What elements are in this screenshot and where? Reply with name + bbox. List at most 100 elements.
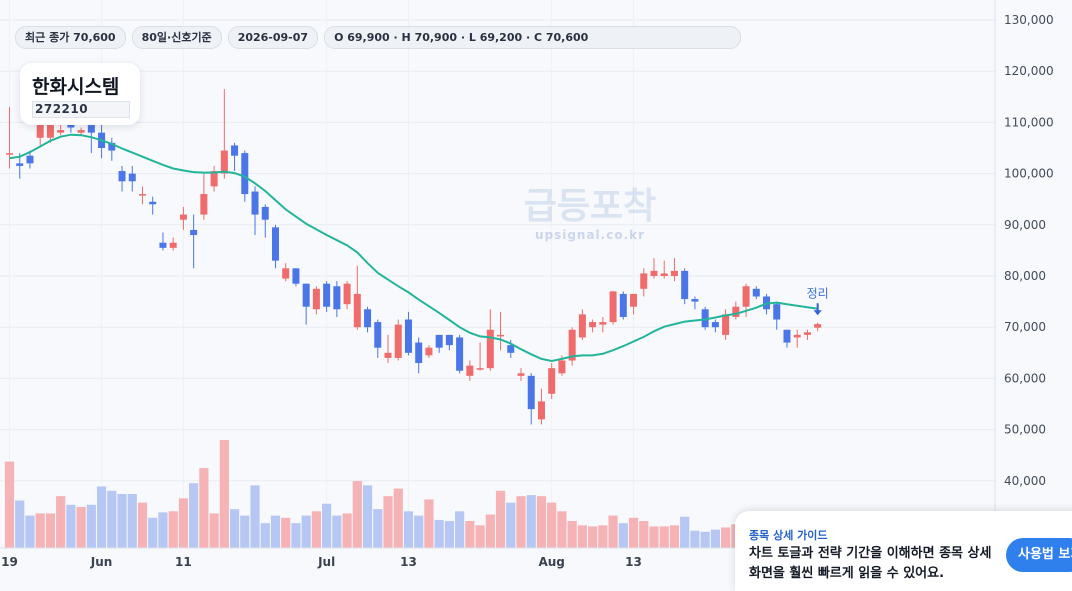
volume-bar xyxy=(301,515,311,548)
volume-bar xyxy=(393,488,403,548)
volume-bar xyxy=(659,526,669,548)
volume-bar xyxy=(250,485,260,548)
candle-body xyxy=(497,334,505,337)
candle-body xyxy=(681,270,689,300)
price-chart[interactable]: 130,000 120,000 110,000 100,000 90,000 80,000… xyxy=(0,0,1072,579)
candle-body xyxy=(425,347,433,356)
candle-body xyxy=(435,334,443,348)
volume-bar xyxy=(362,485,373,548)
y-tick-label: 100,000 xyxy=(1004,167,1054,181)
volume-bar xyxy=(690,530,700,548)
candle-body xyxy=(251,191,259,215)
candle-body xyxy=(323,283,331,307)
candle-body xyxy=(711,322,719,328)
candle-body xyxy=(169,242,177,248)
volume-bar xyxy=(434,519,444,548)
guide-button[interactable]: 사용법 보기 xyxy=(1006,538,1072,572)
candle-body xyxy=(578,314,586,338)
candle-body xyxy=(752,288,760,297)
candle-body xyxy=(159,242,167,248)
volume-bar xyxy=(35,513,45,548)
x-tick-label: Jun xyxy=(90,555,113,569)
candle-body xyxy=(108,142,116,151)
volume-bar xyxy=(229,509,240,548)
volume-bar xyxy=(342,513,352,548)
candle-body xyxy=(292,268,300,284)
x-tick-label: 19 xyxy=(1,555,18,569)
x-tick-label: Jul xyxy=(317,555,335,569)
volume-bar xyxy=(557,511,567,548)
y-tick-label: 90,000 xyxy=(1004,218,1046,232)
volume-bar xyxy=(270,515,281,548)
candle-body xyxy=(343,283,351,305)
volume-bar xyxy=(291,523,301,548)
volume-bar xyxy=(4,461,15,548)
volume-bar xyxy=(56,496,66,548)
volume-bar xyxy=(209,513,219,548)
volume-bar xyxy=(86,504,96,548)
candle-body xyxy=(353,293,361,328)
volume-bar xyxy=(475,525,485,548)
volume-bar xyxy=(588,526,598,548)
candle-body xyxy=(589,322,597,328)
candle-body xyxy=(394,324,402,358)
y-tick-label: 110,000 xyxy=(1004,115,1054,129)
volume-bar xyxy=(424,499,434,548)
volume-bar xyxy=(485,514,495,548)
volume-bar xyxy=(536,496,547,548)
candle-body xyxy=(640,273,648,289)
candle-body xyxy=(548,368,556,394)
volume-bar xyxy=(281,517,291,548)
candle-body xyxy=(742,286,750,307)
candle-body xyxy=(200,194,208,215)
candle-body xyxy=(415,342,423,364)
candle-body xyxy=(670,270,678,276)
volume-bar xyxy=(178,498,189,548)
volume-bar xyxy=(680,516,690,548)
candle-body xyxy=(456,337,464,371)
volume-bar xyxy=(383,496,393,548)
candle-body xyxy=(77,130,85,133)
volume-bar xyxy=(577,525,587,548)
candle-body xyxy=(46,124,54,138)
candle-body xyxy=(722,314,730,335)
volume-bar xyxy=(189,483,199,548)
candle-body xyxy=(568,329,576,361)
y-tick-label: 60,000 xyxy=(1004,371,1046,385)
volume-bar xyxy=(66,504,76,548)
candle-body xyxy=(6,153,13,155)
volume-bar xyxy=(455,511,465,548)
candle-body xyxy=(609,291,617,323)
candle-body xyxy=(26,155,34,164)
volume-bar xyxy=(15,500,25,548)
candle-body xyxy=(220,150,228,174)
candle-body xyxy=(374,322,382,348)
annotation-label: 정리 xyxy=(807,286,829,300)
volume-bar xyxy=(373,509,383,548)
y-tick-label: 70,000 xyxy=(1004,320,1046,334)
volume-bar xyxy=(352,481,362,548)
candle-body xyxy=(36,124,44,138)
candle-body xyxy=(210,171,218,187)
volume-bar xyxy=(516,496,526,548)
volume-bar xyxy=(137,502,148,548)
volume-bar xyxy=(107,490,117,548)
stock-code: 272210 xyxy=(32,101,130,118)
volume-bar xyxy=(700,531,710,548)
candle-body xyxy=(57,130,65,133)
candle-body xyxy=(302,283,310,307)
candle-body xyxy=(241,153,249,195)
volume-bar xyxy=(618,523,628,548)
volume-bar xyxy=(311,511,321,548)
volume-bar xyxy=(495,490,506,548)
candle-body xyxy=(691,299,699,302)
stock-title-card: 한화시스템 272210 xyxy=(20,63,140,125)
candle-body xyxy=(16,163,24,166)
y-tick-label: 50,000 xyxy=(1004,423,1046,437)
stock-name: 한화시스템 xyxy=(32,76,120,98)
candle-body xyxy=(118,171,126,182)
volume-bar xyxy=(168,511,178,548)
period-chip: 80일·신호기준 xyxy=(131,26,222,49)
moving-average-line xyxy=(9,133,818,363)
candle-body xyxy=(149,201,157,205)
